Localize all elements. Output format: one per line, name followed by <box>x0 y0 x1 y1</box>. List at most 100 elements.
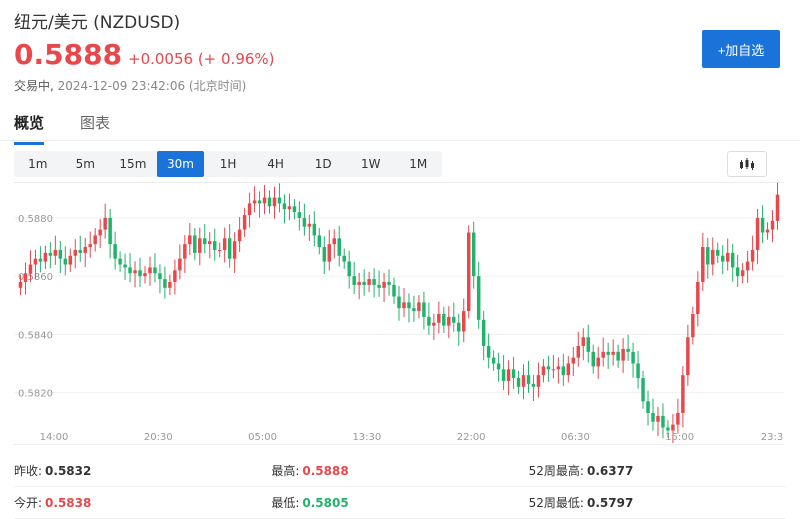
candle-body <box>656 415 660 422</box>
candle-body <box>297 212 302 218</box>
candle-body <box>143 273 147 277</box>
stat-value: 0.5838 <box>45 496 92 510</box>
candle-body <box>755 217 760 250</box>
stat-prev-close: 昨收: 0.5832 <box>14 462 271 479</box>
candle-body <box>447 316 451 326</box>
chart-svg: 0.58800.58600.58400.58200.580014:0020:30… <box>14 183 784 443</box>
candle-body <box>442 314 446 326</box>
candle-body <box>133 270 137 274</box>
tab-bar: 概览 图表 <box>14 112 110 145</box>
stat-high: 最高: 0.5888 <box>271 462 528 479</box>
candle-body <box>222 238 227 250</box>
stat-value: 0.5805 <box>302 496 349 510</box>
candle-body <box>178 258 182 271</box>
candle-body <box>98 229 102 236</box>
tab-chart[interactable]: 图表 <box>80 114 111 132</box>
y-tick-label: 0.5880 <box>18 214 53 225</box>
candle-body <box>93 235 97 245</box>
candle-body <box>242 215 247 230</box>
stats-row: 昨收: 0.5832 最高: 0.5888 52周最高: 0.6377 <box>14 455 786 487</box>
candle-body <box>68 255 73 265</box>
stat-label: 52周最高: <box>528 464 584 478</box>
candle-body <box>193 235 197 253</box>
add-watchlist-button[interactable]: +加自选 <box>702 30 780 68</box>
period-4h[interactable]: 4H <box>267 157 284 171</box>
stats-row: 今开: 0.5838 最低: 0.5805 52周最低: 0.5797 <box>14 487 786 519</box>
candle-body <box>750 249 755 262</box>
candle-body <box>88 244 92 248</box>
candle-body <box>327 244 332 262</box>
candle-body <box>631 351 635 364</box>
period-1mo[interactable]: 1M <box>409 157 428 171</box>
candle-body <box>576 346 581 358</box>
stat-52w-low: 52周最低: 0.5797 <box>529 494 786 511</box>
candle-body <box>641 378 645 402</box>
candle-body <box>681 375 685 413</box>
candle-body <box>561 366 566 376</box>
stats-panel: 昨收: 0.5832 最高: 0.5888 52周最高: 0.6377 今开: 0.58… <box>14 455 786 519</box>
period-1m[interactable]: 1m <box>28 157 48 171</box>
period-30m[interactable]: 30m <box>156 151 205 177</box>
candle-body <box>701 247 705 282</box>
candle-body <box>317 235 322 248</box>
candle-body <box>466 232 471 312</box>
candle-body <box>651 412 655 422</box>
candle-body <box>417 302 421 312</box>
stat-value: 0.5832 <box>45 464 92 478</box>
candle-body <box>626 348 630 352</box>
candle-body <box>666 427 670 431</box>
candle-body <box>511 369 516 379</box>
candle-body <box>282 203 287 210</box>
candle-body <box>212 241 217 250</box>
candle-body <box>372 279 376 285</box>
candle-body <box>556 366 561 370</box>
x-tick-label: 23:3 <box>761 432 783 443</box>
stat-value: 0.5797 <box>586 496 634 510</box>
candle-body <box>158 273 162 280</box>
candle-body <box>347 261 351 277</box>
candle-body <box>272 197 277 207</box>
candle-body <box>43 252 48 262</box>
candle-body <box>367 279 371 285</box>
y-tick-label: 0.5820 <box>18 389 53 400</box>
period-1d[interactable]: 1D <box>314 157 332 171</box>
candle-body <box>63 258 68 265</box>
candle-body <box>775 194 780 221</box>
candle-body <box>307 223 312 227</box>
candle-body <box>616 351 620 361</box>
candle-body <box>476 276 481 320</box>
candle-body <box>103 217 107 230</box>
status-label: 交易中, <box>14 79 54 93</box>
candle-body <box>382 281 386 288</box>
candle-body <box>412 308 416 312</box>
period-5m[interactable]: 5m <box>75 157 95 171</box>
stat-label: 今开: <box>14 496 43 510</box>
x-tick-label: 15:00 <box>665 432 694 443</box>
candle-body <box>128 267 132 274</box>
candle-body <box>277 197 282 204</box>
candle-body <box>457 322 461 332</box>
stat-52w-high: 52周最高: 0.6377 <box>529 462 786 479</box>
stat-label: 最高: <box>271 464 300 478</box>
candle-body <box>267 197 272 207</box>
candle-body <box>287 206 292 210</box>
chart-type-button[interactable] <box>727 151 767 177</box>
candle-body <box>481 319 486 347</box>
period-1h[interactable]: 1H <box>219 157 237 171</box>
period-15m[interactable]: 15m <box>119 157 147 171</box>
price-chart[interactable]: 0.58800.58600.58400.58200.580014:0020:30… <box>14 182 784 445</box>
candle-body <box>506 369 511 381</box>
candle-body <box>78 249 82 253</box>
candle-body <box>237 229 242 242</box>
tab-overview[interactable]: 概览 <box>14 112 45 145</box>
candle-body <box>227 238 232 259</box>
price-change: +0.0056 (+ 0.96%) <box>128 50 275 68</box>
stat-label: 52周最低: <box>528 496 584 510</box>
candle-body <box>33 258 38 265</box>
candle-body <box>232 241 237 259</box>
period-1w[interactable]: 1W <box>360 157 381 171</box>
period-selector: 1m 5m 15m 30m 1H 4H 1D 1W 1M <box>14 151 442 177</box>
candle-body <box>686 337 690 376</box>
candle-body <box>118 258 122 265</box>
candle-body <box>501 369 506 381</box>
